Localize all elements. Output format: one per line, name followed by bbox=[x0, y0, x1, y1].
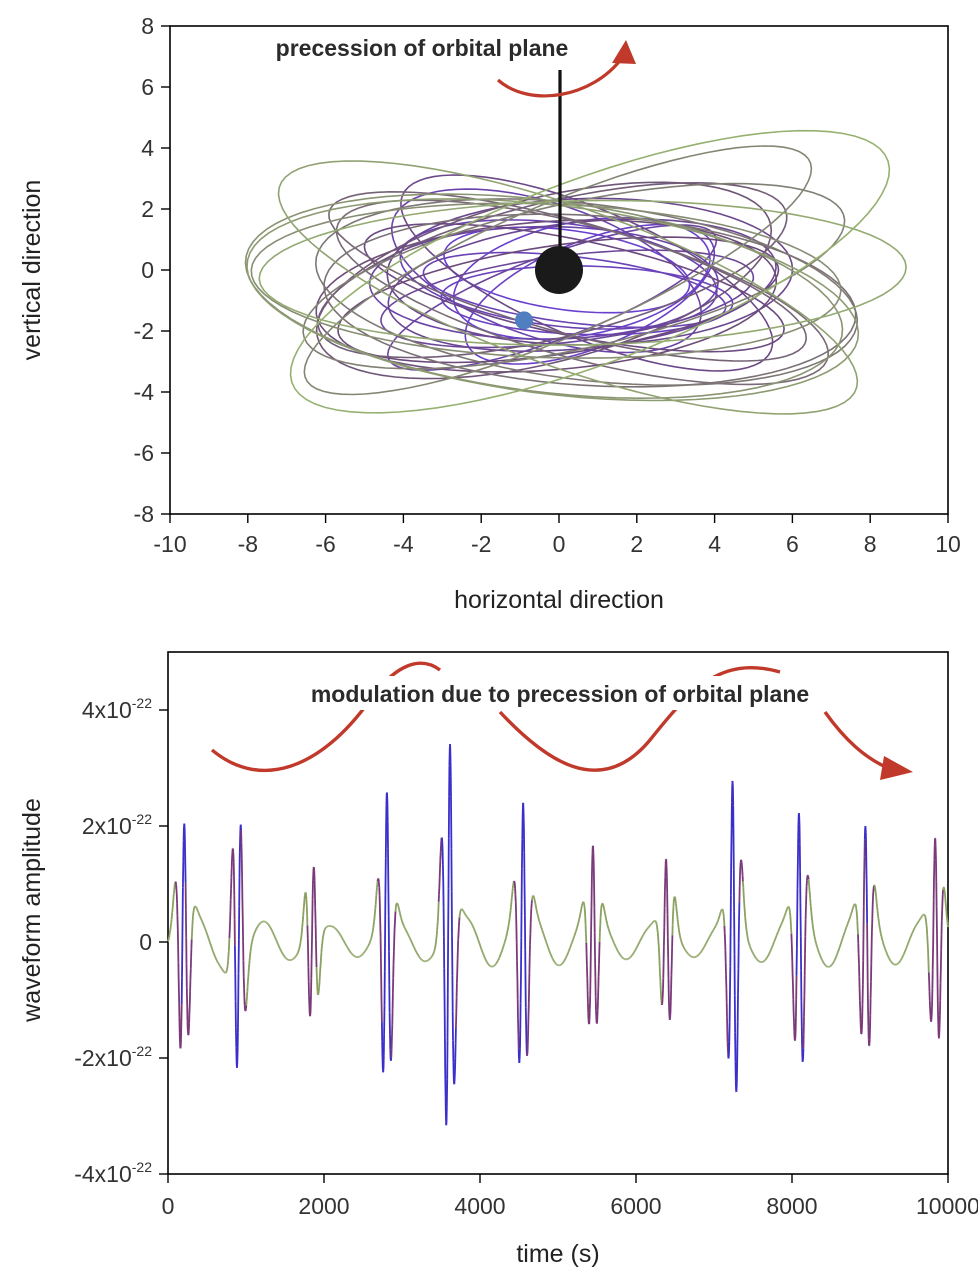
orbit-x-tick-label: -2 bbox=[471, 531, 491, 557]
orbit-ellipse bbox=[386, 197, 794, 346]
tick-exponent: -22 bbox=[132, 695, 152, 711]
orbit-ellipse bbox=[302, 182, 846, 370]
orbit-x-tick-label: 6 bbox=[786, 531, 799, 557]
orbit-y-tick-label: 0 bbox=[141, 257, 154, 283]
orbit-ellipse bbox=[464, 223, 716, 365]
waveform-y-axis-label: waveform amplitude bbox=[18, 798, 46, 1023]
tick-exponent: -22 bbox=[132, 1159, 152, 1175]
orbiting-body bbox=[514, 311, 533, 330]
precession-arrowhead bbox=[612, 40, 636, 64]
orbit-y-tick-label: 8 bbox=[141, 13, 154, 39]
waveform-series bbox=[167, 744, 949, 1126]
waveform-y-tick-label: -2x10-22 bbox=[74, 1043, 152, 1071]
orbit-ellipse bbox=[317, 181, 788, 359]
orbit-panel: -10 -8 -6 -4 -2 0 2 4 6 8 10 8 6 4 2 0 -2 -4 -6 -8 horizont… bbox=[18, 13, 961, 614]
central-black-hole bbox=[535, 246, 583, 294]
orbit-ellipse bbox=[277, 160, 859, 415]
orbit-axis-ticks: -10 -8 -6 -4 -2 0 2 4 6 8 10 8 6 4 2 0 -2 -4 -6 -8 bbox=[134, 13, 961, 557]
modulation-arrow-middle bbox=[498, 666, 781, 772]
orbit-y-tick-label: -4 bbox=[134, 379, 155, 405]
orbit-y-tick-label: -8 bbox=[134, 501, 154, 527]
orbit-ellipse bbox=[335, 199, 830, 386]
orbit-y-tick-label: -6 bbox=[134, 440, 154, 466]
waveform-plot-frame bbox=[167, 651, 949, 1175]
orbit-y-tick-label: -2 bbox=[134, 318, 154, 344]
modulation-annotation: modulation due to precession of orbital … bbox=[311, 681, 809, 707]
orbit-x-tick-label: -4 bbox=[393, 531, 414, 557]
modulation-annotation-bg bbox=[262, 676, 858, 710]
orbit-ellipse bbox=[258, 199, 907, 346]
waveform-panel: 0 2000 4000 6000 8000 10000 4x10-22 2x10-22 0 -2x… bbox=[18, 651, 978, 1268]
modulation-arrow-right bbox=[823, 711, 889, 770]
waveform-y-tick-label: -4x10-22 bbox=[74, 1159, 152, 1187]
precession-arrow bbox=[496, 57, 624, 98]
orbit-x-axis-label: horizontal direction bbox=[454, 586, 664, 614]
modulation-arrow-left bbox=[210, 661, 442, 773]
orbit-x-tick-label: -10 bbox=[153, 531, 186, 557]
waveform-x-tick-label: 4000 bbox=[454, 1193, 505, 1219]
orbit-ellipse bbox=[387, 218, 777, 353]
orbit-x-tick-label: 4 bbox=[708, 531, 721, 557]
orbit-x-tick-label: 8 bbox=[864, 531, 877, 557]
orbit-ellipse bbox=[303, 145, 813, 396]
waveform-x-tick-label: 0 bbox=[162, 1193, 175, 1219]
orbit-ellipse bbox=[314, 198, 859, 387]
waveform-x-tick-label: 6000 bbox=[610, 1193, 661, 1219]
modulation-arrowhead bbox=[880, 756, 913, 780]
waveform-y-tick-label: 4x10-22 bbox=[82, 695, 152, 723]
waveform-x-tick-label: 10000 bbox=[916, 1193, 978, 1219]
orbit-x-tick-label: 10 bbox=[935, 531, 961, 557]
orbit-series bbox=[244, 129, 907, 415]
waveform-y-tick-label: 2x10-22 bbox=[82, 811, 152, 839]
tick-exponent: -22 bbox=[132, 811, 152, 827]
orbit-y-tick-label: 6 bbox=[141, 74, 154, 100]
waveform-x-tick-label: 8000 bbox=[766, 1193, 817, 1219]
orbit-x-tick-label: 2 bbox=[630, 531, 643, 557]
orbit-ellipse bbox=[250, 202, 842, 359]
orbit-ellipse bbox=[315, 219, 777, 373]
precession-annotation: precession of orbital plane bbox=[276, 35, 569, 61]
orbit-x-tick-label: 0 bbox=[553, 531, 566, 557]
orbit-ellipse bbox=[246, 198, 860, 402]
tick-exponent: -22 bbox=[132, 1043, 152, 1059]
orbit-ellipse bbox=[244, 193, 844, 400]
orbit-x-tick-label: -6 bbox=[315, 531, 335, 557]
orbit-y-tick-label: 4 bbox=[141, 135, 154, 161]
orbit-ellipse bbox=[323, 213, 857, 388]
orbit-ellipse bbox=[289, 129, 891, 414]
waveform-x-tick-label: 2000 bbox=[298, 1193, 349, 1219]
orbit-y-axis-label: vertical direction bbox=[18, 180, 46, 361]
orbit-x-tick-label: -8 bbox=[238, 531, 258, 557]
waveform-y-tick-label: 0 bbox=[139, 929, 152, 955]
orbit-ellipse bbox=[337, 236, 780, 364]
waveform-x-axis-label: time (s) bbox=[516, 1240, 599, 1268]
orbit-y-tick-label: 2 bbox=[141, 196, 154, 222]
